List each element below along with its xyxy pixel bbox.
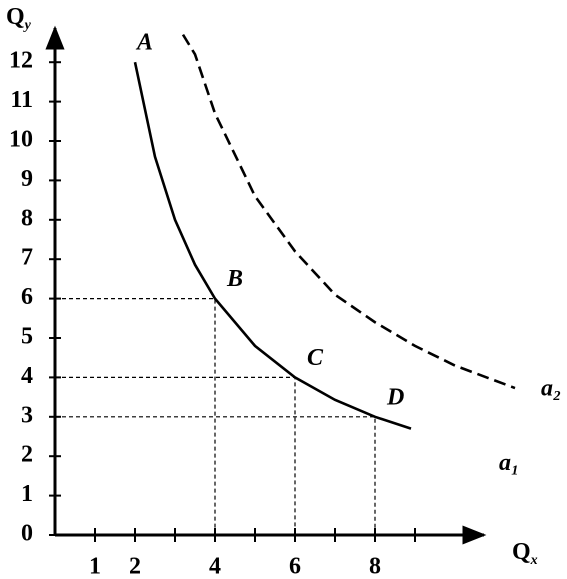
curve bbox=[181, 33, 516, 390]
x-tick-label: 1 bbox=[89, 554, 101, 579]
point-label: B bbox=[226, 266, 243, 292]
y-tick-label: 10 bbox=[9, 127, 33, 153]
point-label: C bbox=[307, 345, 324, 371]
x-tick-label: 4 bbox=[209, 554, 221, 579]
y-tick-label: 0 bbox=[21, 521, 33, 547]
curve-label: A bbox=[135, 30, 153, 56]
curve bbox=[133, 61, 412, 430]
x-tick-label: 2 bbox=[129, 554, 141, 579]
legend-label: a₂ bbox=[541, 376, 561, 402]
y-tick-label: 12 bbox=[9, 48, 33, 74]
y-axis-label: Qy bbox=[6, 4, 32, 34]
y-tick-label: 6 bbox=[21, 284, 33, 310]
legend-label: a₁ bbox=[499, 450, 519, 476]
y-tick-label: 11 bbox=[10, 87, 33, 113]
guide-line bbox=[55, 376, 296, 535]
y-tick-label: 9 bbox=[21, 166, 33, 192]
guide-line bbox=[55, 416, 376, 535]
y-tick-label: 7 bbox=[21, 245, 33, 271]
point-label: D bbox=[386, 384, 404, 410]
x-tick-label: 8 bbox=[369, 554, 381, 579]
x-tick-label: 6 bbox=[289, 554, 301, 579]
y-tick-label: 2 bbox=[21, 442, 33, 468]
y-tick-label: 4 bbox=[21, 363, 33, 389]
x-axis-label: Qx bbox=[512, 539, 538, 569]
y-tick-label: 3 bbox=[21, 402, 33, 428]
y-tick-label: 8 bbox=[21, 205, 33, 231]
guide-line bbox=[55, 298, 216, 535]
y-tick-label: 1 bbox=[21, 481, 33, 507]
y-tick-label: 5 bbox=[21, 324, 33, 350]
